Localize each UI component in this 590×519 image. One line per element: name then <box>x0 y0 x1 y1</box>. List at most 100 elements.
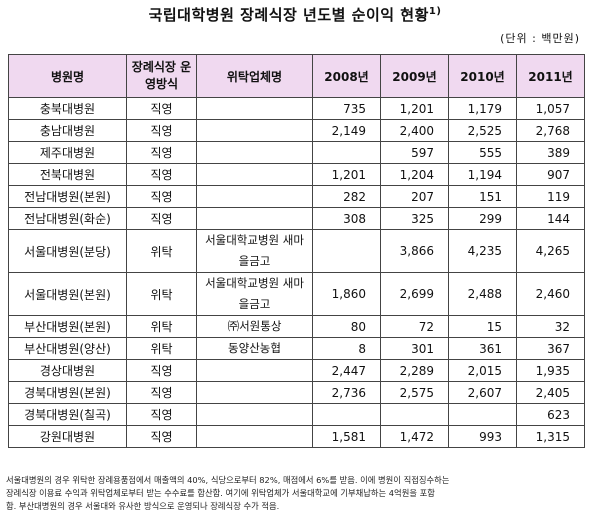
footnote: 서울대병원의 경우 위탁한 장례용품점에서 매출액의 40%, 식당으로부터 8… <box>6 474 586 513</box>
cell-2011: 4,265 <box>516 229 585 273</box>
table-row: 충북대병원 직영 735 1,201 1,179 1,057 <box>8 97 585 120</box>
table-row: 경북대병원(본원) 직영 2,736 2,575 2,607 2,405 <box>8 381 585 404</box>
table-row: 경상대병원 직영 2,447 2,289 2,015 1,935 <box>8 359 585 382</box>
cell-contractor: 서울대학교병원 새마을금고 <box>196 272 313 316</box>
cell-hospital: 서울대병원(본원) <box>8 272 127 316</box>
table-row: 강원대병원 직영 1,581 1,472 993 1,315 <box>8 425 585 448</box>
cell-2009: 1,201 <box>380 97 449 120</box>
cell-contractor <box>196 359 313 382</box>
cell-2009: 3,866 <box>380 229 449 273</box>
cell-2011: 2,460 <box>516 272 585 316</box>
cell-2011: 32 <box>516 315 585 338</box>
cell-hospital: 경북대병원(본원) <box>8 381 127 404</box>
cell-2010: 4,235 <box>448 229 517 273</box>
cell-2011: 1,935 <box>516 359 585 382</box>
cell-2010: 2,525 <box>448 119 517 142</box>
cell-operation-type: 직영 <box>126 119 197 142</box>
cell-2008 <box>312 229 381 273</box>
cell-2008 <box>312 403 381 426</box>
cell-contractor: ㈜서원통상 <box>196 315 313 338</box>
cell-2008: 1,581 <box>312 425 381 448</box>
cell-operation-type: 직영 <box>126 207 197 230</box>
cell-operation-type: 위탁 <box>126 315 197 338</box>
cell-contractor: 서울대학교병원 새마을금고 <box>196 229 313 273</box>
cell-hospital: 강원대병원 <box>8 425 127 448</box>
cell-2008: 735 <box>312 97 381 120</box>
cell-contractor <box>196 403 313 426</box>
cell-2011: 1,315 <box>516 425 585 448</box>
cell-2010: 993 <box>448 425 517 448</box>
cell-hospital: 충남대병원 <box>8 119 127 142</box>
cell-2011: 1,057 <box>516 97 585 120</box>
table-row: 전남대병원(본원) 직영 282 207 151 119 <box>8 185 585 208</box>
cell-contractor <box>196 163 313 186</box>
cell-2010: 2,488 <box>448 272 517 316</box>
cell-2010: 1,194 <box>448 163 517 186</box>
cell-2009: 2,699 <box>380 272 449 316</box>
cell-2009: 2,400 <box>380 119 449 142</box>
cell-2009 <box>380 403 449 426</box>
cell-2009: 72 <box>380 315 449 338</box>
cell-operation-type: 직영 <box>126 425 197 448</box>
cell-2010: 151 <box>448 185 517 208</box>
cell-operation-type: 직영 <box>126 141 197 164</box>
cell-2011: 367 <box>516 337 585 360</box>
cell-2011: 623 <box>516 403 585 426</box>
cell-2010: 555 <box>448 141 517 164</box>
header-2010: 2010년 <box>448 54 517 98</box>
cell-2009: 301 <box>380 337 449 360</box>
header-2011: 2011년 <box>516 54 585 98</box>
cell-hospital: 제주대병원 <box>8 141 127 164</box>
cell-2009: 1,472 <box>380 425 449 448</box>
cell-2011: 907 <box>516 163 585 186</box>
cell-2009: 207 <box>380 185 449 208</box>
cell-2010: 2,015 <box>448 359 517 382</box>
unit-label: (단위 : 백만원) <box>500 32 580 45</box>
table-row: 경북대병원(칠곡) 직영 623 <box>8 403 585 426</box>
header-hospital: 병원명 <box>8 54 127 98</box>
cell-2008: 8 <box>312 337 381 360</box>
table-row: 서울대병원(분당) 위탁 서울대학교병원 새마을금고 3,866 4,235 4,265 <box>8 229 585 273</box>
header-2008: 2008년 <box>312 54 381 98</box>
cell-hospital: 경북대병원(칠곡) <box>8 403 127 426</box>
table-row: 부산대병원(양산) 위탁 동양산농협 8 301 361 367 <box>8 337 585 360</box>
footnote-line: 서울대병원의 경우 위탁한 장례용품점에서 매출액의 40%, 식당으로부터 8… <box>6 475 450 485</box>
cell-2009: 1,204 <box>380 163 449 186</box>
cell-operation-type: 직영 <box>126 97 197 120</box>
cell-2010: 2,607 <box>448 381 517 404</box>
cell-2010: 1,179 <box>448 97 517 120</box>
cell-hospital: 전남대병원(화순) <box>8 207 127 230</box>
cell-operation-type: 직영 <box>126 381 197 404</box>
cell-contractor: 동양산농협 <box>196 337 313 360</box>
cell-contractor <box>196 207 313 230</box>
cell-2008: 1,201 <box>312 163 381 186</box>
header-2009: 2009년 <box>380 54 449 98</box>
cell-2011: 119 <box>516 185 585 208</box>
cell-hospital: 부산대병원(양산) <box>8 337 127 360</box>
footnote-line: 함. 부산대병원의 경우 서울대와 유사한 방식으로 운영되나 장례식장 수가 … <box>6 501 280 511</box>
table-row: 전북대병원 직영 1,201 1,204 1,194 907 <box>8 163 585 186</box>
cell-contractor <box>196 381 313 404</box>
cell-2008: 282 <box>312 185 381 208</box>
cell-2009: 325 <box>380 207 449 230</box>
cell-hospital: 부산대병원(본원) <box>8 315 127 338</box>
cell-2009: 2,289 <box>380 359 449 382</box>
footnote-mark: 1) <box>428 6 442 17</box>
cell-2010: 299 <box>448 207 517 230</box>
cell-2009: 2,575 <box>380 381 449 404</box>
cell-operation-type: 직영 <box>126 359 197 382</box>
cell-2008: 2,736 <box>312 381 381 404</box>
table-row: 전남대병원(화순) 직영 308 325 299 144 <box>8 207 585 230</box>
cell-operation-type: 위탁 <box>126 272 197 316</box>
cell-hospital: 서울대병원(분당) <box>8 229 127 273</box>
table-row: 서울대병원(본원) 위탁 서울대학교병원 새마을금고 1,860 2,699 2,488 2… <box>8 272 585 316</box>
table-body: 충북대병원 직영 735 1,201 1,179 1,057 충남대병원 직영 2,149 2,4… <box>8 97 585 448</box>
cell-2008: 1,860 <box>312 272 381 316</box>
profit-table: 병원명 장례식장 운영방식 위탁업체명 2008년 2009년 2010년 20… <box>8 54 585 448</box>
cell-2008: 308 <box>312 207 381 230</box>
cell-2008 <box>312 141 381 164</box>
page-title: 국립대학병원 장례식장 년도별 순이익 현황1) <box>148 6 442 24</box>
footnote-line: 장례식장 이용료 수익과 위탁업체로부터 받는 수수료를 합산함. 여기에 위탁… <box>6 488 435 498</box>
header-contractor: 위탁업체명 <box>196 54 313 98</box>
cell-2011: 2,768 <box>516 119 585 142</box>
